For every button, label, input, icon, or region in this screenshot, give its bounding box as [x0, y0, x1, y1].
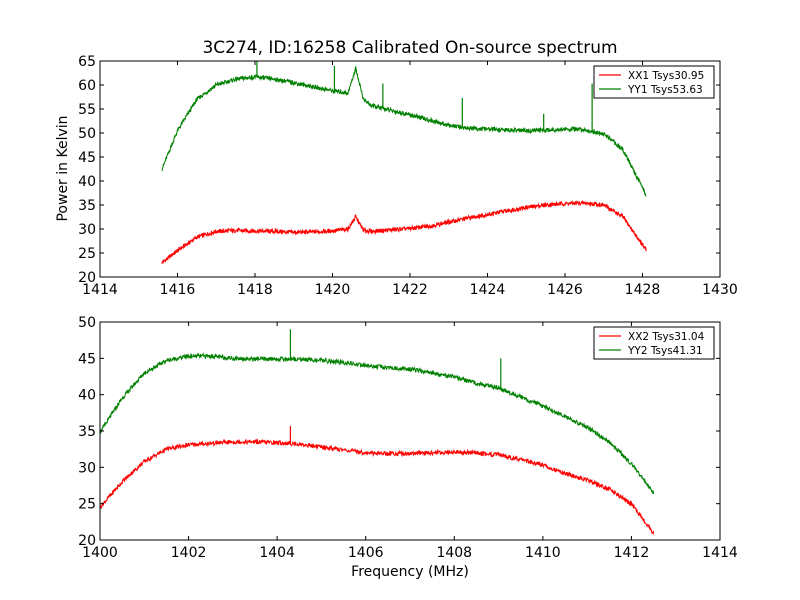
top-xtick-label: 1424 [470, 282, 506, 298]
top-xtick-label: 1430 [702, 282, 738, 298]
bottom-ytick-label: 50 [78, 315, 96, 331]
top-legend-label: YY1 Tsys53.63 [627, 84, 703, 96]
top-xtick-label: 1428 [625, 282, 661, 298]
top-ytick-label: 50 [78, 126, 96, 142]
bottom-xtick-label: 1402 [171, 545, 207, 561]
top-xtick-label: 1414 [82, 282, 118, 298]
bottom-ytick-label: 40 [78, 388, 96, 404]
top-xtick-label: 1416 [160, 282, 196, 298]
bottom-ytick-label: 25 [78, 497, 96, 513]
top-ytick-label: 65 [78, 54, 96, 70]
bottom-xtick-label: 1404 [259, 545, 295, 561]
top-series-2-line [161, 66, 647, 197]
top-plot: 1414 1416 1418 1420 1422 1424 1426 1428 1430 20 25… [78, 54, 738, 298]
top-ytick-label: 45 [78, 150, 96, 166]
bottom-xtick-label: 1406 [348, 545, 384, 561]
top-ytick-label: 60 [78, 78, 96, 94]
top-xtick-label: 1418 [237, 282, 273, 298]
top-ytick-label: 40 [78, 174, 96, 190]
bottom-legend: XX2 Tsys31.04 YY2 Tsys41.31 [593, 326, 715, 360]
top-ytick-label: 35 [78, 198, 96, 214]
top-series-group [161, 61, 647, 265]
top-xtick-label: 1422 [392, 282, 428, 298]
top-ytick-label: 25 [78, 246, 96, 262]
bottom-ytick-label: 30 [78, 460, 96, 476]
top-legend: XX1 Tsys30.95 YY1 Tsys53.63 [593, 65, 715, 99]
bottom-ytick-label: 20 [78, 533, 96, 549]
top-ytick-label: 30 [78, 222, 96, 238]
top-series-1-line [161, 199, 647, 265]
top-ytick-label: 20 [78, 270, 96, 286]
top-xtick-label: 1420 [315, 282, 351, 298]
bottom-xtick-label: 1412 [614, 545, 650, 561]
bottom-xtick-label: 1410 [525, 545, 561, 561]
bottom-xtick-label: 1408 [436, 545, 472, 561]
bottom-xtick-label: 1414 [702, 545, 738, 561]
bottom-series-1-line [100, 438, 655, 536]
bottom-plot: 1400 1402 1404 1406 1408 1410 1412 1414 20 25 30 35… [78, 315, 738, 561]
bottom-xlabel: Frequency (MHz) [351, 564, 469, 580]
top-xtick-label: 1426 [547, 282, 583, 298]
bottom-xtick-label: 1400 [82, 545, 118, 561]
bottom-ytick-label: 35 [78, 424, 96, 440]
chart-title: 3C274, ID:16258 Calibrated On-source spe… [202, 38, 617, 58]
top-legend-label: XX1 Tsys30.95 [628, 70, 704, 82]
bottom-legend-label: XX2 Tsys31.04 [628, 331, 705, 343]
bottom-series-group [100, 329, 655, 536]
bottom-legend-label: YY2 Tsys41.31 [627, 345, 703, 357]
top-legend-box [593, 65, 715, 99]
bottom-ytick-label: 45 [78, 351, 96, 367]
top-ylabel: Power in Kelvin [55, 115, 71, 221]
bottom-legend-box [593, 326, 715, 360]
top-ytick-label: 55 [78, 102, 96, 118]
bottom-series-2-line [100, 352, 655, 494]
